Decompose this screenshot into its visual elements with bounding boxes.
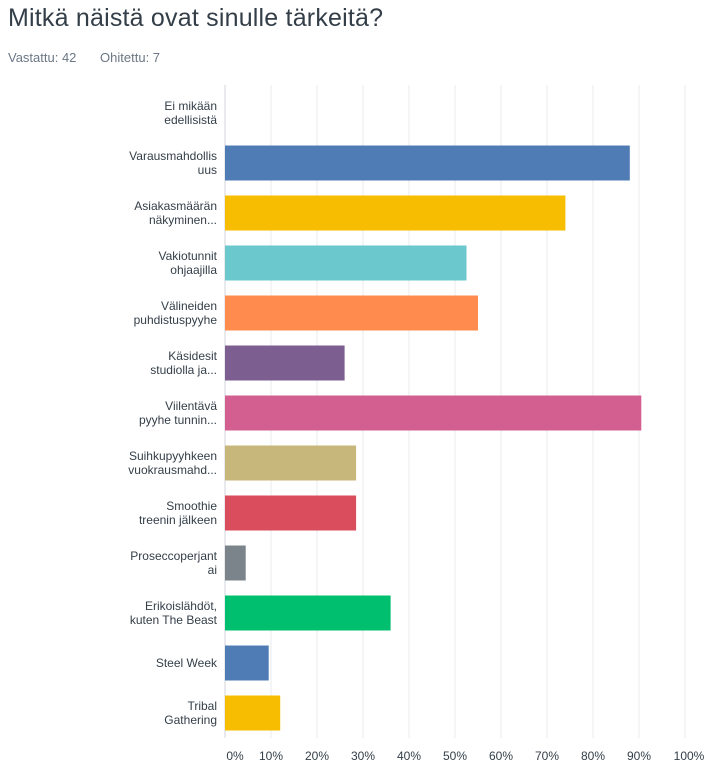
category-label: Tribal Gathering bbox=[164, 699, 217, 727]
category-label: Vakiotunnit ohjaajilla bbox=[159, 249, 218, 277]
category-label: Asiakasmäärän näkyminen... bbox=[134, 199, 217, 227]
x-tick-label: 80% bbox=[581, 749, 605, 763]
bar[interactable] bbox=[225, 395, 642, 431]
bar[interactable] bbox=[225, 345, 345, 381]
response-stats: Vastattu: 42 Ohitettu: 7 bbox=[8, 50, 180, 65]
x-tick-label: 50% bbox=[443, 749, 467, 763]
bar[interactable] bbox=[225, 595, 391, 631]
category-label: Suihkupyyhkeen vuokrausmahd... bbox=[128, 449, 217, 477]
category-label: Välineiden puhdistuspyyhe bbox=[134, 299, 218, 327]
bar[interactable] bbox=[225, 295, 478, 331]
category-label: Varausmahdollis uus bbox=[129, 149, 217, 177]
bar[interactable] bbox=[225, 195, 566, 231]
question-title: Mitkä näistä ovat sinulle tärkeitä? bbox=[8, 4, 384, 32]
x-tick-label: 60% bbox=[489, 749, 513, 763]
x-tick-label: 0% bbox=[226, 749, 244, 763]
x-tick-label: 70% bbox=[535, 749, 559, 763]
bar[interactable] bbox=[225, 545, 246, 581]
x-tick-label: 20% bbox=[305, 749, 329, 763]
category-label: Proseccoperjant ai bbox=[130, 549, 217, 577]
bar[interactable] bbox=[225, 495, 357, 531]
bar[interactable] bbox=[225, 245, 467, 281]
x-tick-label: 10% bbox=[259, 749, 283, 763]
x-tick-label: 100% bbox=[674, 749, 705, 763]
category-label: Erikoislähdöt, kuten The Beast bbox=[130, 599, 218, 627]
skipped-count: Ohitettu: 7 bbox=[100, 50, 161, 65]
bar[interactable] bbox=[225, 145, 630, 181]
category-label: Ei mikään edellisistä bbox=[164, 99, 217, 127]
category-label: Viilentävä pyyhe tunnin... bbox=[139, 399, 217, 427]
x-tick-label: 40% bbox=[397, 749, 421, 763]
x-tick-label: 30% bbox=[351, 749, 375, 763]
answered-count: Vastattu: 42 bbox=[8, 50, 77, 65]
bar[interactable] bbox=[225, 695, 281, 731]
category-label: Smoothie treenin jälkeen bbox=[139, 499, 217, 527]
bar[interactable] bbox=[225, 645, 269, 681]
bar[interactable] bbox=[225, 445, 357, 481]
x-tick-label: 90% bbox=[627, 749, 651, 763]
category-label: Käsidesit studiolla ja... bbox=[150, 349, 217, 377]
category-label: Steel Week bbox=[156, 656, 218, 670]
